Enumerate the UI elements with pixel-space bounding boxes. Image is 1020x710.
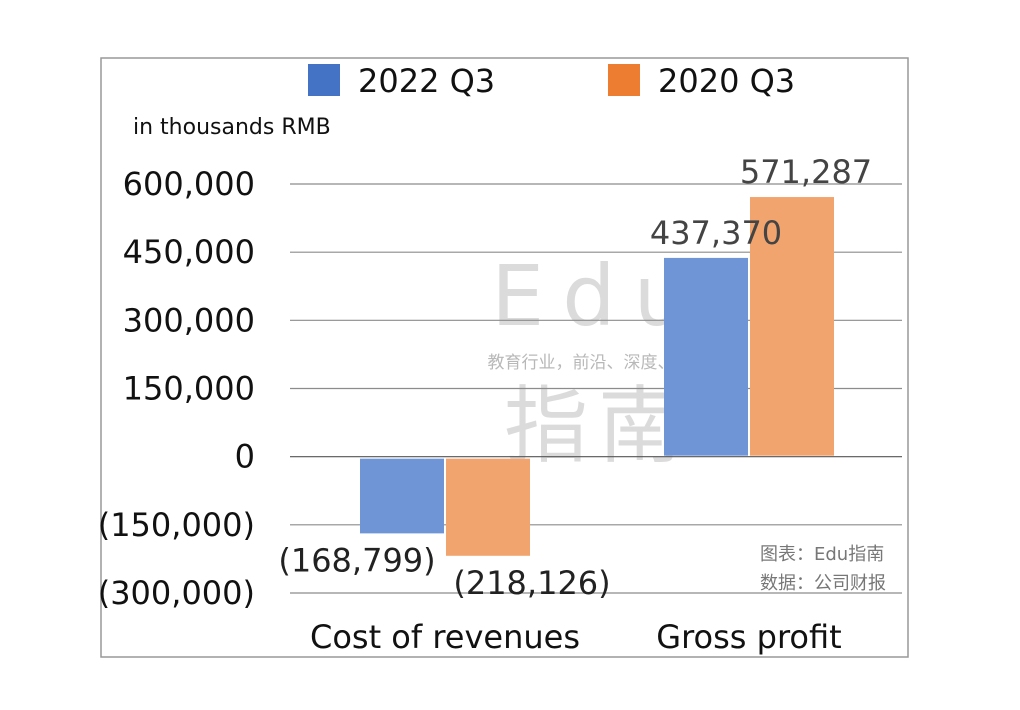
data-labels: (168,799) 437,370 (218,126) 571,287 xyxy=(278,153,872,602)
category-label: Gross profit xyxy=(656,618,841,656)
source-note: 图表：Edu指南 数据：公司财报 xyxy=(760,544,886,594)
y-tick-label: 0 xyxy=(235,438,255,476)
data-label: (168,799) xyxy=(278,541,435,579)
unit-label: in thousands RMB xyxy=(133,115,331,140)
y-tick-label: (150,000) xyxy=(98,506,255,544)
y-tick-label: 150,000 xyxy=(123,370,255,408)
watermark-tagline: 教育行业，前沿、深度、独家 xyxy=(488,353,709,373)
bar-2020-q3-gross-profit xyxy=(750,197,834,456)
legend: 2022 Q3 2020 Q3 xyxy=(308,62,795,100)
y-tick-label: 450,000 xyxy=(123,233,255,271)
legend-swatch-2020-q3 xyxy=(608,64,640,96)
bar-2022-q3-gross-profit xyxy=(664,257,748,456)
bar-2020-q3-cost-of-revenues xyxy=(446,458,530,556)
category-label: Cost of revenues xyxy=(310,618,580,656)
bars xyxy=(360,197,834,556)
data-label: 571,287 xyxy=(740,153,872,191)
legend-label-2020-q3: 2020 Q3 xyxy=(658,62,795,100)
source-line-data: 数据：公司财报 xyxy=(760,573,886,594)
category-labels: Cost of revenues Gross profit xyxy=(310,618,842,656)
data-label: (218,126) xyxy=(453,564,610,602)
y-tick-label: 600,000 xyxy=(123,165,255,203)
watermark-brand: Edu xyxy=(491,247,705,345)
y-tick-label: (300,000) xyxy=(98,574,255,612)
y-axis-ticks: 600,000 450,000 300,000 150,000 0 (150,000) (3… xyxy=(98,165,255,612)
bar-2022-q3-cost-of-revenues xyxy=(360,458,444,534)
watermark-cn-name: 指南 xyxy=(504,377,692,475)
data-label: 437,370 xyxy=(650,214,782,252)
y-tick-label: 300,000 xyxy=(123,301,255,339)
source-line-chart: 图表：Edu指南 xyxy=(760,544,884,565)
watermark: Edu 教育行业，前沿、深度、独家 指南 xyxy=(488,247,709,475)
legend-label-2022-q3: 2022 Q3 xyxy=(358,62,495,100)
legend-swatch-2022-q3 xyxy=(308,64,340,96)
